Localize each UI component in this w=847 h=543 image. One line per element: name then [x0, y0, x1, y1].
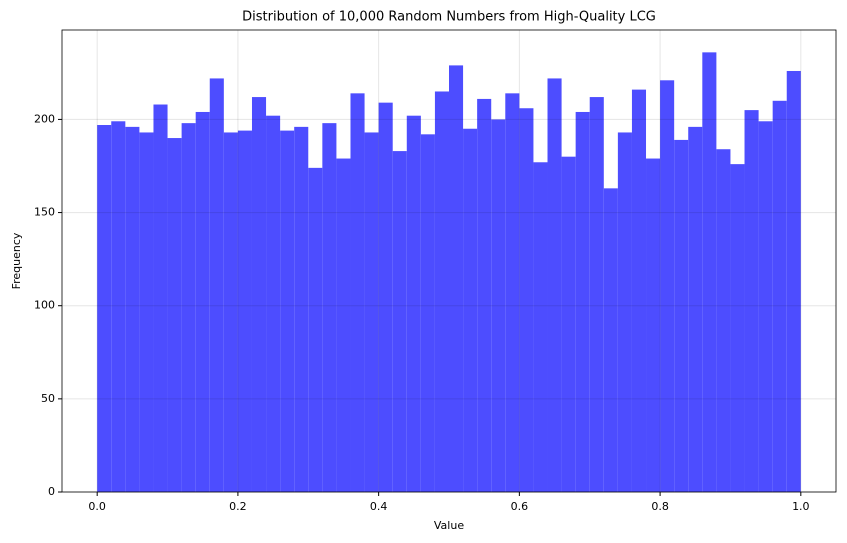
- bar: [589, 97, 604, 492]
- bar: [463, 128, 478, 492]
- x-tick-label: 0.2: [229, 500, 247, 513]
- bar: [406, 115, 421, 493]
- bar: [420, 134, 435, 493]
- y-tick-label: 0: [48, 485, 55, 498]
- x-axis-label: Value: [434, 519, 464, 532]
- bar: [209, 78, 224, 492]
- bar: [547, 78, 562, 492]
- bar: [716, 149, 731, 492]
- bar: [223, 132, 238, 493]
- y-tick-label: 50: [41, 392, 55, 405]
- bar: [772, 100, 787, 493]
- bar: [336, 158, 351, 492]
- bar: [266, 115, 281, 493]
- bar: [139, 132, 154, 493]
- bar: [294, 126, 309, 492]
- bar: [730, 164, 745, 492]
- bar: [322, 123, 337, 492]
- bar: [646, 158, 661, 492]
- bar: [617, 132, 632, 493]
- bar: [125, 126, 140, 492]
- y-tick-label: 150: [34, 206, 55, 219]
- bar: [97, 125, 112, 493]
- bar: [111, 121, 126, 492]
- bar: [280, 130, 295, 492]
- bar: [378, 102, 393, 492]
- bar: [434, 91, 449, 493]
- x-tick-label: 0.6: [511, 500, 529, 513]
- bar: [603, 188, 618, 492]
- bar: [153, 104, 168, 493]
- bar: [505, 93, 520, 492]
- bar: [237, 130, 252, 492]
- y-axis-label: Frequency: [10, 232, 23, 289]
- bar: [167, 138, 182, 492]
- bar: [631, 89, 647, 492]
- bar: [575, 111, 590, 492]
- bar: [491, 119, 506, 492]
- bar: [561, 156, 576, 492]
- bar: [758, 121, 773, 492]
- bar: [688, 126, 703, 492]
- x-tick-label: 0.0: [88, 500, 106, 513]
- y-tick-label: 200: [34, 112, 55, 125]
- bar: [744, 110, 759, 493]
- bar: [674, 139, 689, 492]
- bar: [660, 80, 675, 492]
- x-tick-label: 0.4: [370, 500, 388, 513]
- bar: [308, 167, 323, 492]
- bar: [477, 98, 492, 492]
- bar: [181, 123, 196, 492]
- bar: [392, 151, 407, 492]
- bar: [702, 52, 717, 493]
- bar: [533, 162, 548, 493]
- x-tick-label: 1.0: [792, 500, 810, 513]
- plot-frame: [61, 29, 837, 493]
- bar: [519, 108, 534, 492]
- bar: [786, 70, 801, 492]
- bar: [251, 97, 267, 492]
- chart-title: Distribution of 10,000 Random Numbers fr…: [242, 10, 656, 25]
- bar: [195, 111, 210, 492]
- x-tick-label: 0.8: [651, 500, 669, 513]
- y-tick-label: 100: [34, 299, 55, 312]
- bar: [350, 93, 365, 492]
- bar: [364, 132, 379, 493]
- bar: [449, 65, 464, 492]
